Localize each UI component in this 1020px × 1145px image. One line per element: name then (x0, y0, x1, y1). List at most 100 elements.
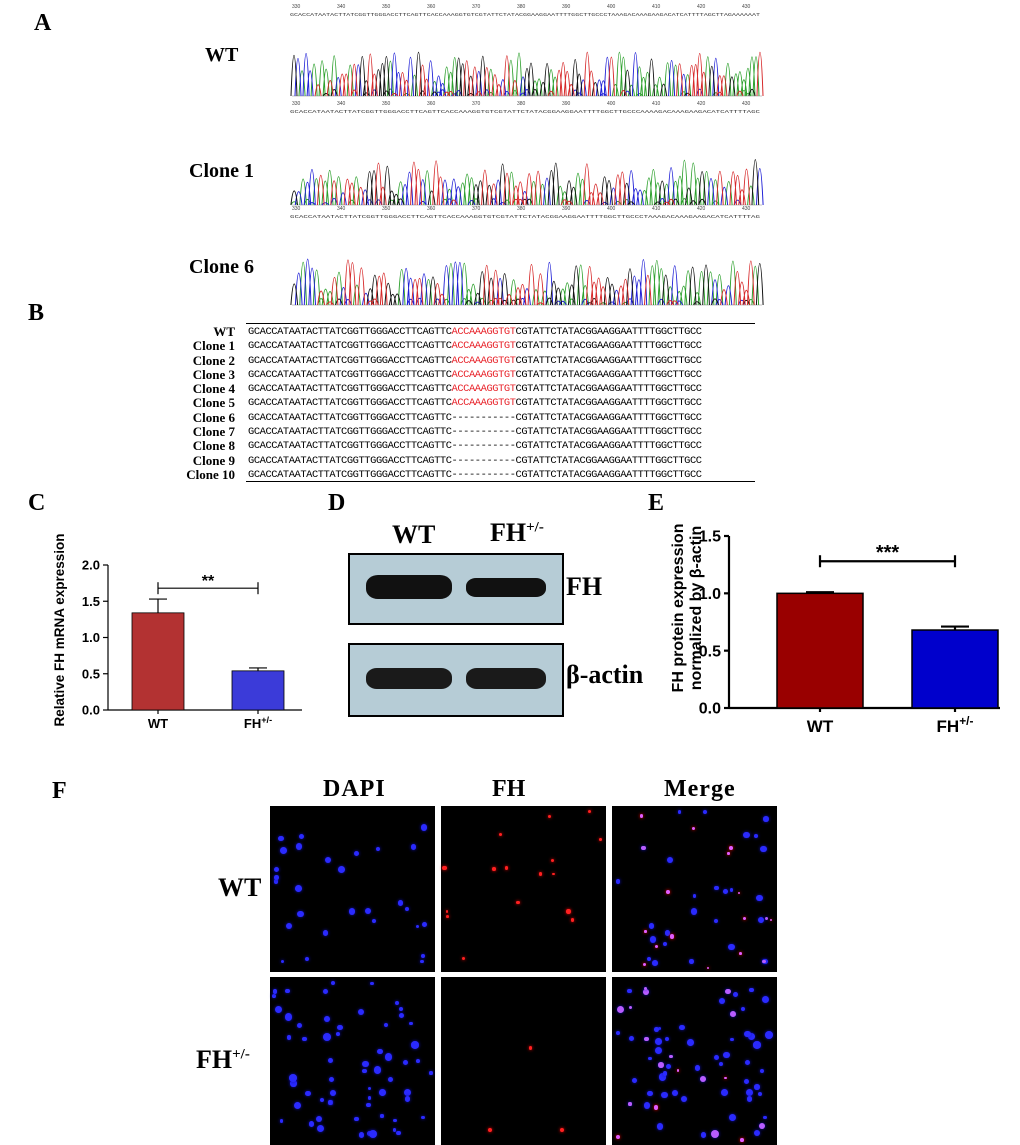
nucleus (760, 845, 767, 853)
ruler-tick: 400 (607, 4, 616, 10)
fh-signal (706, 967, 710, 970)
nucleus (628, 1005, 632, 1009)
nucleus (362, 1060, 369, 1068)
nucleus (387, 1077, 393, 1083)
fh-signal (446, 915, 449, 918)
nucleus (679, 1024, 685, 1031)
nucleus (694, 1065, 701, 1072)
fh-signal (587, 809, 591, 813)
nucleus (753, 1129, 761, 1137)
nucleus (397, 900, 404, 906)
nucleus (643, 989, 650, 996)
fh-signal (654, 1105, 659, 1110)
fh-signal (769, 918, 773, 922)
ruler-tick: 380 (517, 206, 526, 212)
nucleus (297, 910, 304, 918)
fh-signal (499, 833, 503, 837)
trace-c (294, 258, 746, 306)
fh-signal (729, 846, 733, 850)
fh-signal (724, 1076, 727, 1079)
nucleus (278, 836, 284, 842)
trace-a (290, 159, 755, 206)
ruler-tick: 350 (382, 4, 391, 10)
fh-signal (642, 962, 646, 967)
nucleus (293, 1101, 302, 1110)
trace-t (317, 259, 755, 306)
band-fh-wt (366, 575, 452, 599)
nucleus (375, 846, 381, 852)
nucleus (411, 1041, 419, 1049)
nucleus (762, 959, 767, 964)
nucleus (714, 885, 719, 890)
blot-label-fh: FH (566, 572, 603, 601)
nucleus (279, 1119, 284, 1124)
nucleus (744, 1079, 750, 1085)
nucleus (721, 1089, 728, 1097)
nucleus (384, 1023, 389, 1028)
chromatogram-label-wt: WT (205, 44, 239, 66)
nucleus (656, 1123, 664, 1130)
nucleus (396, 1130, 401, 1136)
if-col-fh: FH (492, 776, 526, 802)
alignment-suffix: CGTATTCTATACGGAAGGAATTTTGGCTTGCC (515, 354, 703, 367)
fh-signal (461, 956, 466, 961)
nucleus (290, 1080, 297, 1087)
alignment-names: WT Clone 1 Clone 2 Clone 3 Clone 4 Clone 5 Clo… (165, 324, 235, 482)
ruler-tick: 370 (472, 206, 481, 212)
alignment-insert: ACCAAAGGTGT (451, 354, 516, 367)
nucleus (746, 1096, 753, 1102)
nucleus (274, 1006, 282, 1014)
nucleus (724, 988, 731, 995)
fh-signal (516, 900, 521, 905)
nucleus (305, 1090, 311, 1097)
nucleus (643, 1102, 651, 1109)
if-col-merge: Merge (664, 776, 736, 802)
alignment-row-sequence: GCACCATAATACTTATCGGTTGGGACCTTCAGTTCACCAA… (248, 368, 702, 382)
nucleus (421, 953, 425, 958)
nucleus (337, 1024, 343, 1031)
nucleus (664, 1036, 669, 1041)
ruler-tick: 360 (427, 206, 436, 212)
alignment-gap: ----------- (451, 468, 516, 481)
micrograph-het-dapi (270, 977, 435, 1145)
micrograph-het-merge (612, 977, 777, 1145)
nucleus (377, 1048, 383, 1055)
fh-signal (676, 1068, 680, 1072)
nucleus (302, 1036, 307, 1042)
nucleus (762, 1115, 767, 1120)
nucleus (757, 916, 764, 923)
nucleus (745, 1088, 753, 1097)
fh-signal (445, 909, 449, 913)
nucleus (336, 1032, 341, 1036)
bar-1 (231, 670, 285, 711)
alignment-prefix: GCACCATAATACTTATCGGTTGGGACCTTCAGTTC (248, 354, 452, 367)
nucleus (730, 1037, 734, 1041)
alignment-insert: ACCAAAGGTGT (451, 340, 516, 353)
alignment-row-sequence: GCACCATAATACTTATCGGTTGGGACCTTCAGTTC-----… (248, 454, 702, 468)
alignment-row-sequence: GCACCATAATACTTATCGGTTGGGACCTTCAGTTC-----… (248, 439, 702, 453)
ruler-tick: 350 (382, 101, 391, 107)
nucleus (663, 942, 668, 946)
nucleus (296, 1023, 303, 1029)
nucleus (658, 1073, 667, 1081)
nucleus (692, 894, 697, 898)
nucleus (744, 1060, 750, 1066)
bar-1 (911, 629, 999, 709)
nucleus (380, 1114, 384, 1118)
bar-0 (776, 592, 864, 709)
fh-signal (639, 813, 644, 818)
chromatogram-sequence: GCACCATAATACTTATCGGTTGGGACCTTCAGTTCACCAA… (290, 214, 760, 220)
nucleus (648, 923, 654, 929)
fh-signal (570, 918, 575, 922)
nucleus (304, 956, 310, 962)
panel-label-d: D (328, 490, 346, 516)
trace-t (314, 52, 764, 97)
nucleus (680, 1096, 687, 1103)
if-col-dapi: DAPI (323, 776, 386, 802)
fh-signal (740, 1138, 745, 1142)
y-tick-label: 1.0 (82, 630, 100, 645)
alignment-prefix: GCACCATAATACTTATCGGTTGGGACCTTCAGTTC (248, 440, 452, 453)
nucleus (316, 1124, 325, 1133)
nucleus (273, 867, 280, 873)
nucleus (748, 1032, 756, 1040)
